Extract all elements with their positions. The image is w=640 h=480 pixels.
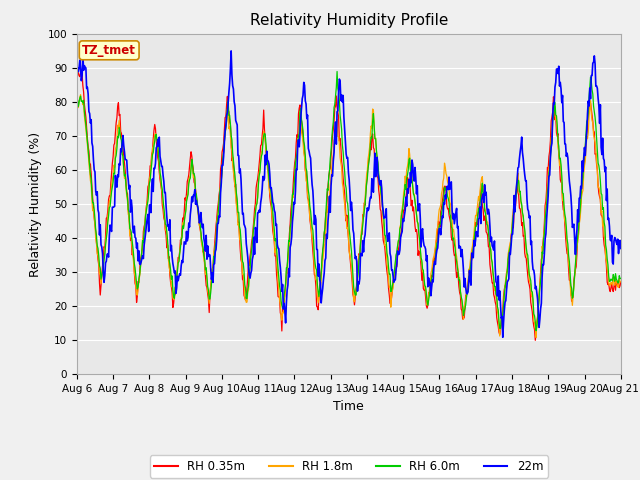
RH 6.0m bbox=[73, 99, 81, 105]
22m bbox=[617, 246, 625, 252]
RH 1.8m bbox=[416, 237, 424, 243]
RH 0.35m bbox=[84, 135, 92, 141]
Title: Relativity Humidity Profile: Relativity Humidity Profile bbox=[250, 13, 448, 28]
X-axis label: Time: Time bbox=[333, 400, 364, 413]
RH 1.8m bbox=[140, 240, 147, 246]
RH 1.8m bbox=[431, 243, 439, 249]
RH 0.35m bbox=[431, 246, 439, 252]
RH 6.0m bbox=[431, 255, 439, 261]
RH 1.8m bbox=[617, 279, 625, 285]
22m bbox=[83, 85, 90, 91]
Line: 22m: 22m bbox=[77, 51, 621, 337]
RH 1.8m bbox=[223, 107, 231, 112]
22m bbox=[431, 262, 439, 267]
RH 0.35m bbox=[416, 250, 424, 255]
RH 0.35m bbox=[531, 337, 539, 343]
RH 0.35m bbox=[617, 279, 625, 285]
RH 1.8m bbox=[532, 335, 540, 340]
Y-axis label: Relativity Humidity (%): Relativity Humidity (%) bbox=[29, 132, 42, 276]
Line: RH 6.0m: RH 6.0m bbox=[77, 72, 621, 331]
RH 6.0m bbox=[194, 204, 202, 210]
RH 6.0m bbox=[139, 238, 147, 243]
RH 0.35m bbox=[140, 228, 147, 234]
22m bbox=[227, 48, 235, 54]
22m bbox=[73, 70, 81, 75]
RH 0.35m bbox=[223, 94, 231, 99]
RH 6.0m bbox=[223, 118, 230, 124]
RH 0.35m bbox=[73, 77, 81, 83]
RH 6.0m bbox=[617, 276, 625, 281]
Text: TZ_tmet: TZ_tmet bbox=[82, 44, 136, 57]
RH 6.0m bbox=[83, 130, 90, 136]
RH 1.8m bbox=[73, 98, 81, 104]
RH 0.35m bbox=[74, 67, 81, 72]
22m bbox=[416, 201, 424, 206]
RH 1.8m bbox=[77, 92, 84, 97]
22m bbox=[223, 112, 230, 118]
22m bbox=[194, 204, 202, 210]
RH 6.0m bbox=[333, 69, 341, 74]
RH 1.8m bbox=[195, 217, 202, 223]
RH 1.8m bbox=[84, 142, 92, 147]
RH 6.0m bbox=[416, 237, 424, 242]
Legend: RH 0.35m, RH 1.8m, RH 6.0m, 22m: RH 0.35m, RH 1.8m, RH 6.0m, 22m bbox=[150, 455, 548, 478]
Line: RH 1.8m: RH 1.8m bbox=[77, 95, 621, 337]
22m bbox=[139, 253, 147, 259]
RH 0.35m bbox=[195, 211, 202, 217]
RH 6.0m bbox=[532, 328, 540, 334]
Line: RH 0.35m: RH 0.35m bbox=[77, 70, 621, 340]
22m bbox=[499, 335, 507, 340]
